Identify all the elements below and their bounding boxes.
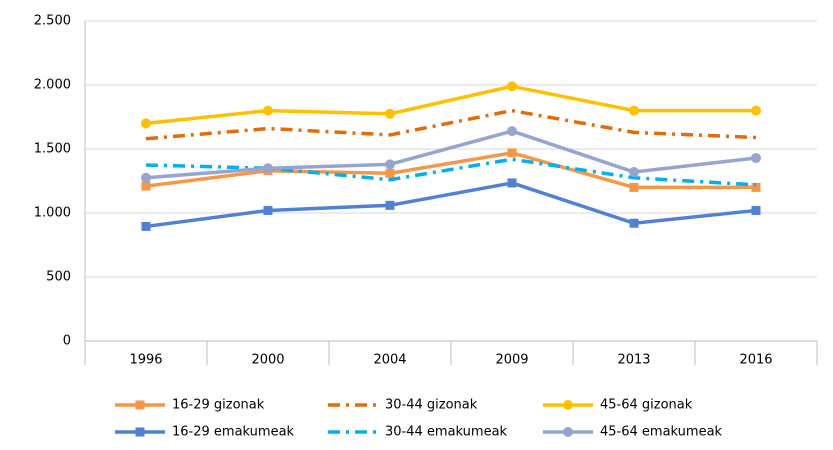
legend-marker — [135, 400, 145, 410]
legend-label: 45-64 gizonak — [600, 398, 693, 413]
marker — [507, 126, 517, 137]
marker — [141, 221, 151, 231]
series-line — [145, 84, 756, 126]
marker — [385, 108, 395, 119]
y-tick-label: 1.000 — [34, 206, 71, 221]
y-tick-label: 0 — [63, 334, 71, 349]
marker — [507, 178, 517, 188]
marker — [751, 205, 761, 215]
marker — [385, 168, 395, 178]
x-tick-label: 2016 — [739, 353, 772, 368]
marker — [629, 105, 639, 116]
marker — [751, 105, 761, 116]
marker — [629, 167, 639, 178]
legend-label: 16-29 emakumeak — [172, 425, 295, 440]
marker — [385, 159, 395, 170]
legend-marker — [563, 427, 573, 437]
x-tick-label: 2009 — [495, 353, 528, 368]
marker — [751, 152, 761, 163]
x-tick-label: 2013 — [617, 353, 650, 368]
marker — [629, 182, 639, 192]
marker — [263, 105, 273, 116]
marker — [141, 118, 151, 129]
legend-label: 45-64 emakumeak — [600, 425, 723, 440]
series-line — [145, 157, 757, 187]
marker — [507, 148, 517, 158]
marker — [263, 205, 273, 215]
x-tick-label: 2004 — [373, 353, 406, 368]
legend-marker — [135, 427, 145, 437]
y-tick-label: 500 — [46, 270, 71, 285]
series-line — [145, 108, 757, 141]
legend-label: 30-44 gizonak — [385, 398, 478, 413]
legend-marker — [563, 400, 573, 410]
marker — [385, 200, 395, 210]
marker — [629, 218, 639, 228]
marker — [141, 172, 151, 183]
series-line — [145, 181, 757, 229]
marker — [507, 81, 517, 92]
y-tick-label: 2.500 — [34, 14, 71, 29]
series-line — [145, 129, 757, 180]
legend-label: 16-29 gizonak — [172, 398, 265, 413]
y-tick-label: 1.500 — [34, 142, 71, 157]
marker — [263, 163, 273, 174]
legend-label: 30-44 emakumeak — [385, 425, 508, 440]
marker — [141, 181, 151, 191]
x-tick-label: 1996 — [129, 353, 162, 368]
y-tick-label: 2.000 — [34, 78, 71, 93]
marker — [751, 182, 761, 192]
x-tick-label: 2000 — [251, 353, 284, 368]
series-line — [145, 151, 756, 190]
